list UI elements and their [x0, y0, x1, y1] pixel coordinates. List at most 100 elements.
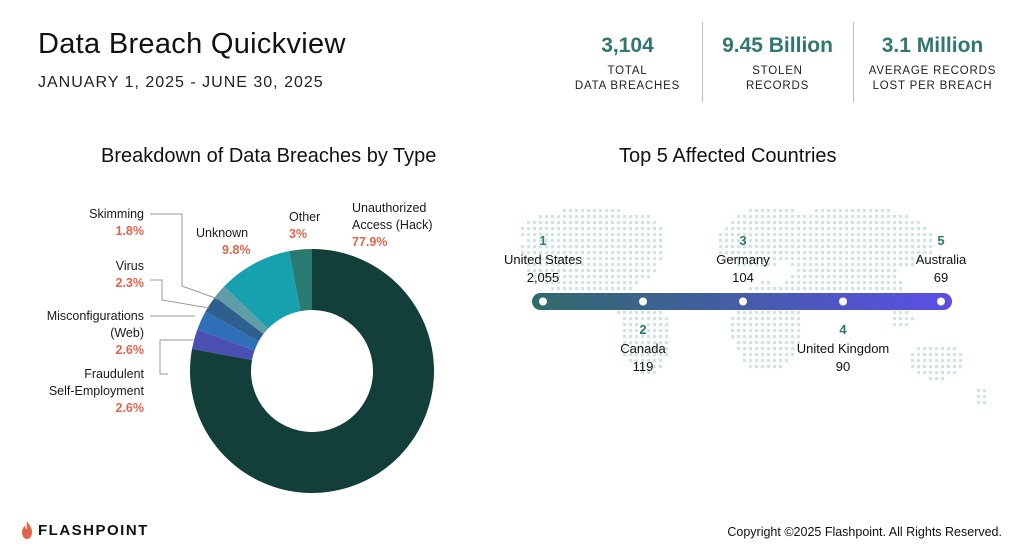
timeline-marker — [539, 297, 547, 306]
leader-line-virus — [150, 279, 210, 309]
map-dot — [611, 263, 615, 267]
map-dot — [563, 233, 567, 237]
map-dot — [545, 239, 549, 243]
map-dot — [647, 233, 651, 237]
label-virus: Virus — [116, 259, 144, 273]
map-dot — [557, 215, 561, 219]
map-dot — [797, 329, 801, 333]
map-dot — [773, 335, 777, 339]
label-virus-value: 2.3% — [116, 276, 145, 290]
map-dot — [869, 287, 873, 291]
map-dot — [563, 245, 567, 249]
map-dot — [845, 269, 849, 273]
map-dot — [581, 281, 585, 285]
map-dot — [635, 347, 639, 351]
map-dot — [611, 287, 615, 291]
map-dot — [623, 281, 627, 285]
map-dot — [893, 227, 897, 231]
map-dot — [641, 251, 645, 255]
map-dot — [647, 371, 651, 375]
map-dot — [845, 215, 849, 219]
map-dot — [761, 263, 765, 267]
map-dot — [791, 257, 795, 261]
map-dot — [575, 257, 579, 261]
map-dot — [809, 287, 813, 291]
countries-map-timeline: 1 United States 2,055 3 Germany 104 5 Au… — [504, 209, 987, 405]
map-dot — [665, 317, 669, 321]
map-dot — [575, 221, 579, 225]
map-dot — [821, 227, 825, 231]
map-dot — [539, 233, 543, 237]
map-dot — [737, 227, 741, 231]
map-dot — [629, 359, 633, 363]
map-dot — [779, 353, 783, 357]
map-dot — [653, 353, 657, 357]
map-dot — [641, 215, 645, 219]
map-dot — [605, 269, 609, 273]
map-dot — [737, 335, 741, 339]
map-dot — [791, 233, 795, 237]
map-dot — [821, 257, 825, 261]
map-dot — [851, 251, 855, 255]
map-dot — [797, 323, 801, 327]
map-dot — [755, 329, 759, 333]
map-dot — [905, 311, 909, 315]
map-dot — [557, 239, 561, 243]
map-dot — [785, 233, 789, 237]
map-dot — [857, 281, 861, 285]
map-dot — [731, 335, 735, 339]
map-dot — [917, 227, 921, 231]
map-dot — [731, 317, 735, 321]
map-dot — [899, 263, 903, 267]
map-dot — [635, 323, 639, 327]
map-dot — [959, 359, 963, 363]
map-dot — [551, 287, 555, 291]
map-dot — [815, 263, 819, 267]
map-dot — [557, 269, 561, 273]
map-dot — [803, 245, 807, 249]
map-dot — [749, 233, 753, 237]
map-dot — [593, 245, 597, 249]
map-dot — [599, 227, 603, 231]
map-dot — [659, 227, 663, 231]
map-dot — [791, 341, 795, 345]
map-dot — [785, 215, 789, 219]
map-dot — [629, 221, 633, 225]
map-dot — [575, 251, 579, 255]
map-dot — [887, 257, 891, 261]
map-dot — [899, 257, 903, 261]
map-dot — [533, 245, 537, 249]
map-dot — [875, 275, 879, 279]
map-dot — [839, 275, 843, 279]
map-dot — [785, 221, 789, 225]
map-dot — [773, 329, 777, 333]
map-dot — [659, 317, 663, 321]
country-rank: 4 — [839, 322, 847, 337]
map-dot — [953, 365, 957, 369]
country-name: United Kingdom — [797, 341, 890, 356]
map-dot — [629, 335, 633, 339]
map-dot — [617, 251, 621, 255]
map-dot — [809, 239, 813, 243]
map-dot — [773, 251, 777, 255]
map-dot — [605, 239, 609, 243]
map-dot — [647, 275, 651, 279]
country-value: 2,055 — [527, 270, 560, 285]
map-dot — [605, 215, 609, 219]
map-dot — [593, 215, 597, 219]
map-dot — [611, 239, 615, 243]
map-dot — [563, 257, 567, 261]
map-dot — [911, 353, 915, 357]
map-dot — [851, 245, 855, 249]
map-dot — [737, 251, 741, 255]
map-dot — [611, 281, 615, 285]
map-dot — [665, 329, 669, 333]
map-dot — [857, 209, 861, 213]
map-dot — [539, 269, 543, 273]
map-dot — [923, 227, 927, 231]
map-dot — [551, 281, 555, 285]
map-dot — [899, 215, 903, 219]
map-dot — [821, 233, 825, 237]
timeline-marker — [937, 297, 945, 306]
map-dot — [623, 287, 627, 291]
